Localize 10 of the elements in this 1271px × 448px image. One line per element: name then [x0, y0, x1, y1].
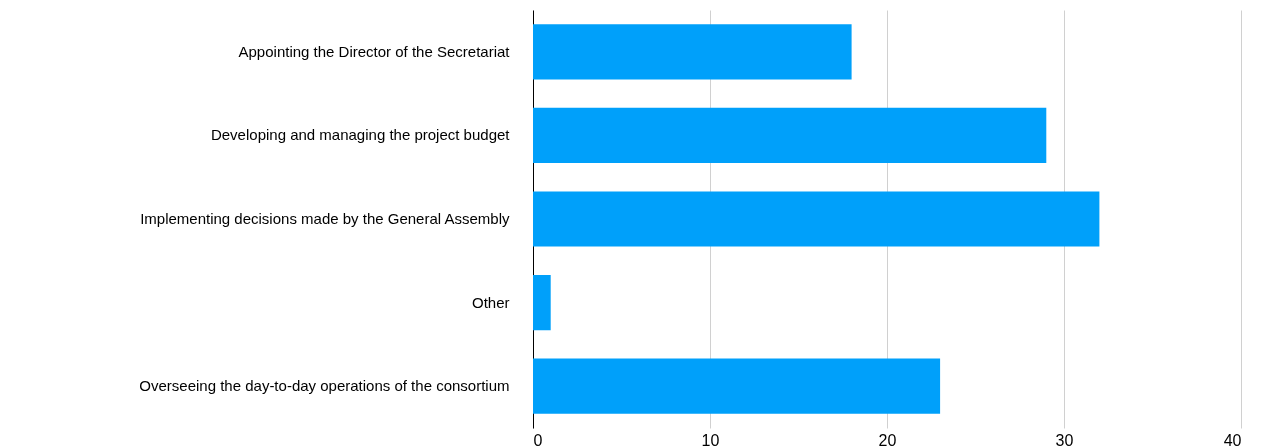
x-tick-label: 10 [701, 431, 720, 448]
y-tick-label: Appointing the Director of the Secretariat [238, 42, 511, 60]
y-tick-label: Other [471, 293, 510, 311]
x-tick-label: 20 [878, 431, 897, 448]
y-tick-label: Implementing decisions made by the General Assembly [140, 210, 510, 227]
x-tick-label: 40 [1223, 431, 1242, 448]
x-tick-label: 30 [1055, 431, 1074, 448]
y-tick-label: Overseeing the day-to-day operations of the consortium [139, 377, 510, 395]
y-tick-label: Developing and managing the project budget [210, 126, 511, 144]
x-tick-label: 0 [533, 431, 543, 448]
